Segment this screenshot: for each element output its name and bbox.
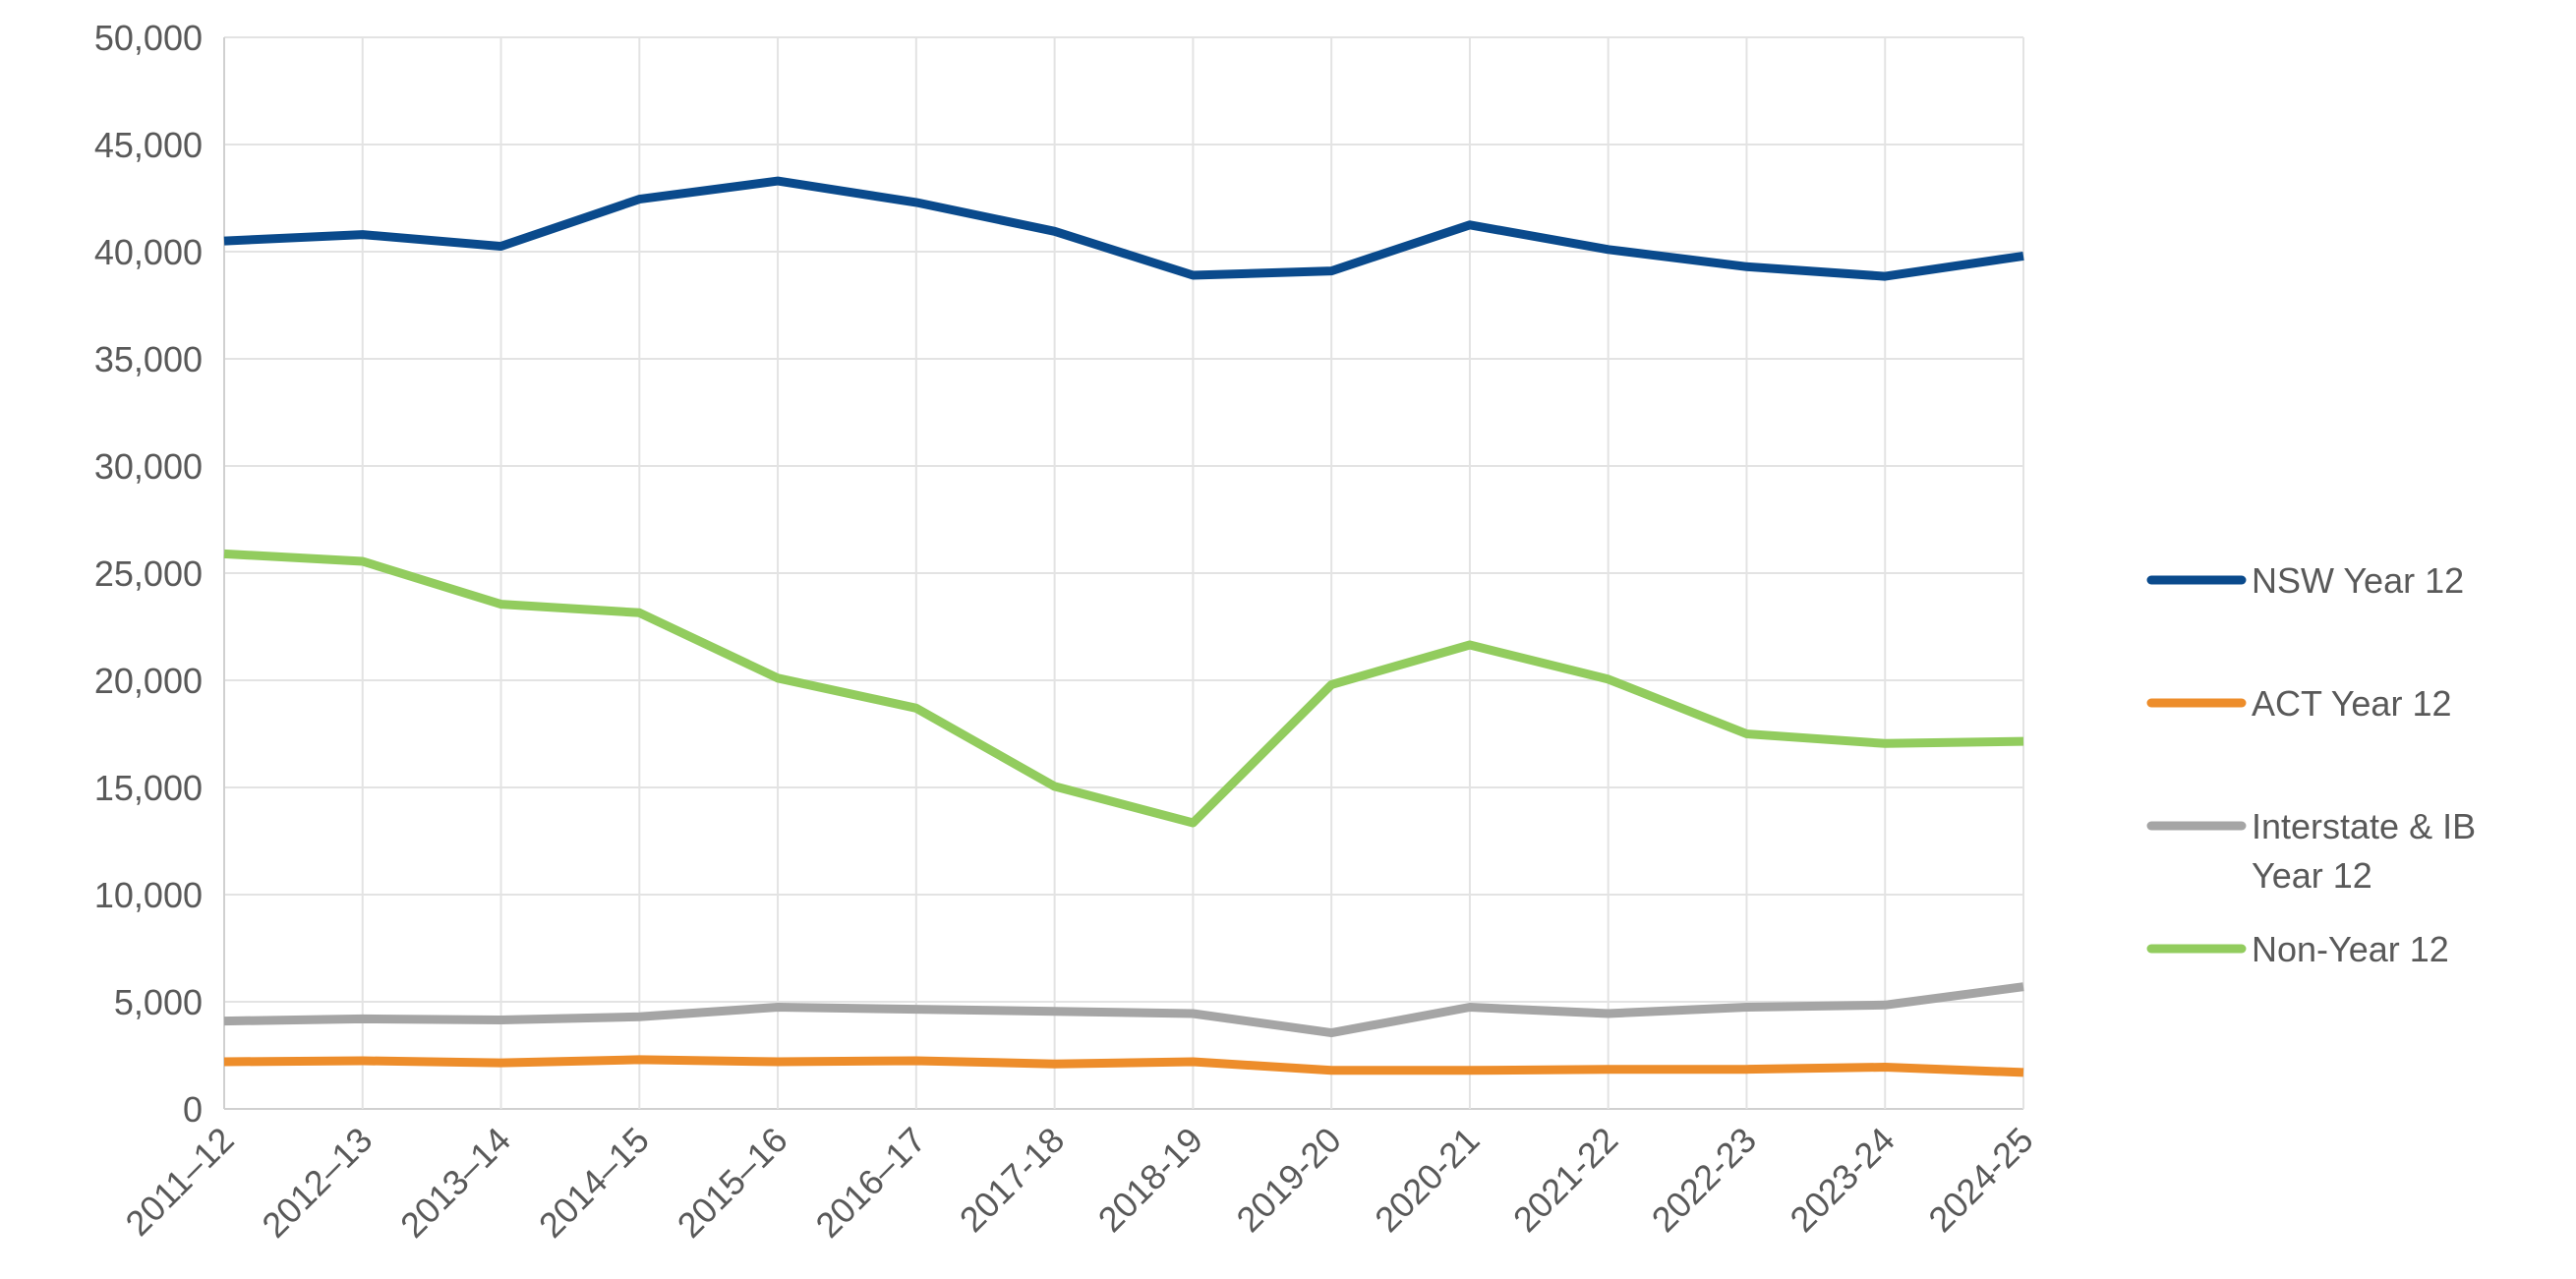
x-tick-label: 2022-23 <box>1644 1120 1764 1240</box>
legend-label: Non-Year 12 <box>2252 929 2449 969</box>
x-tick-label: 2015–16 <box>670 1120 795 1246</box>
y-tick-label: 40,000 <box>94 232 203 272</box>
x-tick-label: 2014–15 <box>531 1120 657 1246</box>
series-line-2 <box>223 1055 2024 1077</box>
y-tick-label: 30,000 <box>94 446 203 487</box>
series-line-4 <box>223 549 2024 828</box>
legend-label: NSW Year 12 <box>2252 560 2464 601</box>
series-line-3 <box>223 982 2024 1038</box>
x-tick-label: 2011–12 <box>117 1120 241 1244</box>
x-tick-label: 2013–14 <box>392 1120 518 1246</box>
legend-item: Non-Year 12 <box>2146 929 2449 969</box>
y-tick-label: 15,000 <box>94 768 203 808</box>
y-tick-label: 25,000 <box>94 553 203 594</box>
y-tick-label: 10,000 <box>94 875 203 915</box>
legend-label: Interstate & IB Year 12 <box>2252 806 2476 896</box>
x-tick-label: 2021-22 <box>1505 1120 1625 1240</box>
x-tick-label: 2012–13 <box>254 1120 380 1246</box>
y-tick-label: 45,000 <box>94 125 203 165</box>
series-lines <box>223 176 2024 1077</box>
legend-item: Interstate & IB Year 12 <box>2146 806 2476 896</box>
x-tick-label: 2019-20 <box>1228 1120 1348 1240</box>
gridlines <box>223 36 2024 1110</box>
y-tick-label: 5,000 <box>114 982 203 1022</box>
x-tick-label: 2017-18 <box>952 1120 1072 1240</box>
x-tick-label: 2023-24 <box>1782 1120 1902 1240</box>
legend-label: ACT Year 12 <box>2252 683 2451 724</box>
legend-item: NSW Year 12 <box>2146 560 2464 601</box>
y-tick-label: 20,000 <box>94 661 203 701</box>
y-tick-label: 35,000 <box>94 339 203 379</box>
x-tick-label: 2016–17 <box>807 1120 933 1246</box>
y-tick-label: 0 <box>183 1089 203 1130</box>
x-tick-label: 2020-21 <box>1367 1120 1487 1240</box>
y-tick-label: 50,000 <box>94 18 203 58</box>
x-tick-label: 2018-19 <box>1090 1120 1210 1240</box>
series-line-1 <box>223 176 2024 281</box>
legend: NSW Year 12 ACT Year 12 Interstate & IB Yea… <box>2146 560 2476 969</box>
x-tick-label: 2024-25 <box>1920 1120 2040 1240</box>
legend-item: ACT Year 12 <box>2146 683 2451 724</box>
